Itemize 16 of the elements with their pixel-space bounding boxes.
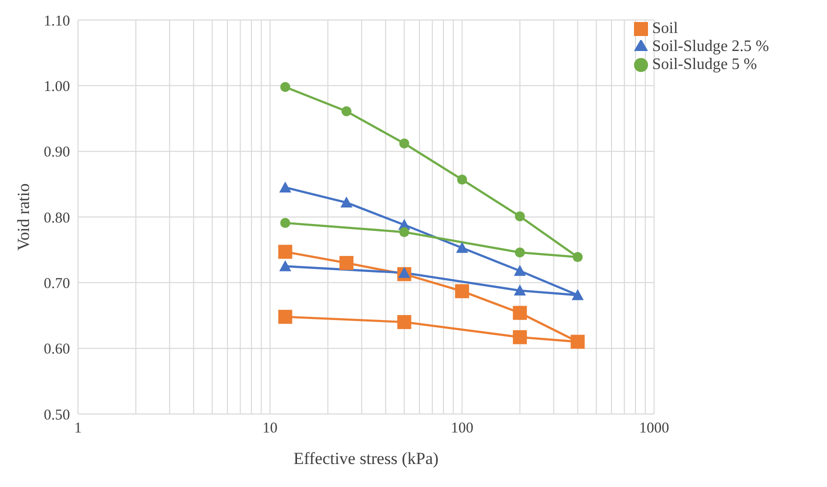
y-tick-label: 0.90 [44, 144, 70, 161]
y-tick-label: 0.50 [44, 407, 70, 424]
y-tick-label: 0.80 [44, 210, 70, 226]
y-tick-label: 1.00 [44, 78, 70, 95]
x-tick-label: 100 [450, 420, 474, 437]
x-tick-label: 10 [262, 420, 278, 437]
y-tick-label: 1.10 [44, 13, 70, 30]
legend-label: Soil-Sludge 2.5 % [652, 38, 769, 55]
legend-label: Soil [652, 20, 678, 37]
y-tick-label: 0.60 [44, 342, 70, 358]
y-axis-title: Void ratio [14, 183, 34, 251]
x-tick-label: 1 [74, 420, 82, 437]
x-axis-title: Effective stress (kPa) [294, 449, 439, 468]
x-tick-label: 1000 [639, 420, 670, 437]
y-tick-label: 0.70 [44, 276, 70, 292]
legend-label: Soil-Sludge 5 % [652, 56, 757, 73]
